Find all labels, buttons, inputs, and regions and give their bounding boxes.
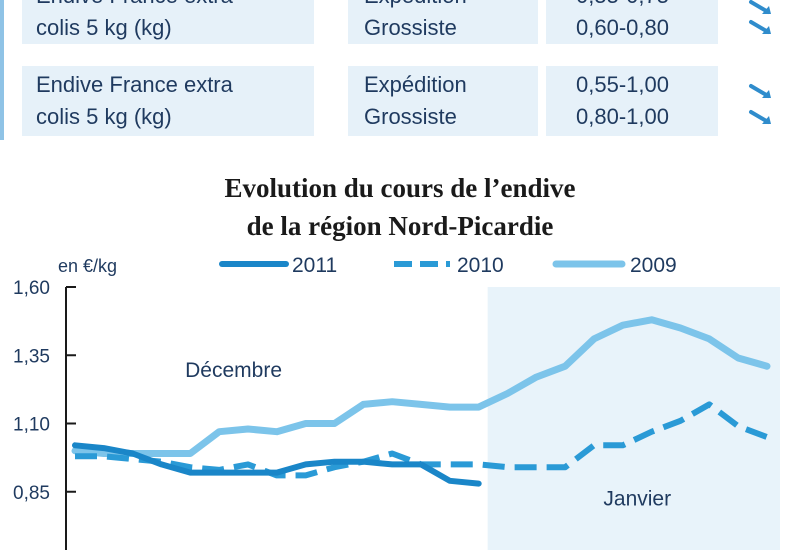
- product-line: Endive France extra: [36, 72, 233, 97]
- trend-down-icon: [749, 20, 771, 34]
- price-table: Endive France extra colis 5 kg (kg) Expé…: [0, 0, 800, 150]
- product-line: Endive France extra: [36, 0, 314, 12]
- y-axis-label: en €/kg: [58, 256, 117, 276]
- type-line: Expédition: [364, 72, 467, 97]
- type-line: Expédition: [364, 0, 538, 12]
- type-line: Grossiste: [364, 104, 457, 129]
- chart-title-line-1: Evolution du cours de l’endive: [224, 173, 576, 203]
- price-line: 0,80-1,00: [576, 104, 669, 129]
- price-cell: 0,55-0,75 0,60-0,80: [546, 0, 718, 44]
- product-line: colis 5 kg (kg): [36, 15, 172, 40]
- y-tick-label: 1,60: [13, 278, 50, 299]
- chart-title-line-2: de la région Nord-Picardie: [246, 211, 554, 241]
- trend-down-icon: [749, 110, 771, 124]
- legend-label-2011: 2011: [292, 254, 337, 277]
- chart-annotation: Décembre: [185, 359, 282, 382]
- series-line-2009: [71, 316, 771, 457]
- product-line: colis 5 kg (kg): [36, 104, 172, 129]
- price-line: 0,55-1,00: [576, 72, 669, 97]
- trend-down-icon: [749, 0, 771, 14]
- trend-down-icon: [749, 84, 771, 98]
- y-tick-label: 1,10: [13, 415, 50, 436]
- product-cell: Endive France extra colis 5 kg (kg): [22, 0, 314, 44]
- table-left-rule: [0, 0, 4, 140]
- table-row: Endive France extra colis 5 kg (kg) Expé…: [0, 0, 800, 50]
- type-cell: Expédition Grossiste: [348, 0, 538, 44]
- table-row: Endive France extra colis 5 kg (kg) Expé…: [0, 66, 800, 136]
- legend-label-2009: 2009: [630, 254, 677, 277]
- y-tick-label: 1,35: [13, 346, 50, 367]
- type-line: Grossiste: [364, 15, 457, 40]
- price-line: 0,60-0,80: [576, 15, 669, 40]
- y-tick-label: 0,85: [13, 483, 50, 504]
- price-cell: 0,55-1,00 0,80-1,00: [546, 66, 718, 136]
- type-cell: Expédition Grossiste: [348, 66, 538, 136]
- legend: 2011 2010 2009: [219, 254, 677, 277]
- legend-label-2010: 2010: [457, 254, 504, 277]
- series-line-2011: [72, 442, 482, 487]
- chart-annotation: Janvier: [603, 487, 671, 510]
- price-line: 0,55-0,75: [576, 0, 718, 12]
- product-cell: Endive France extra colis 5 kg (kg): [22, 66, 314, 136]
